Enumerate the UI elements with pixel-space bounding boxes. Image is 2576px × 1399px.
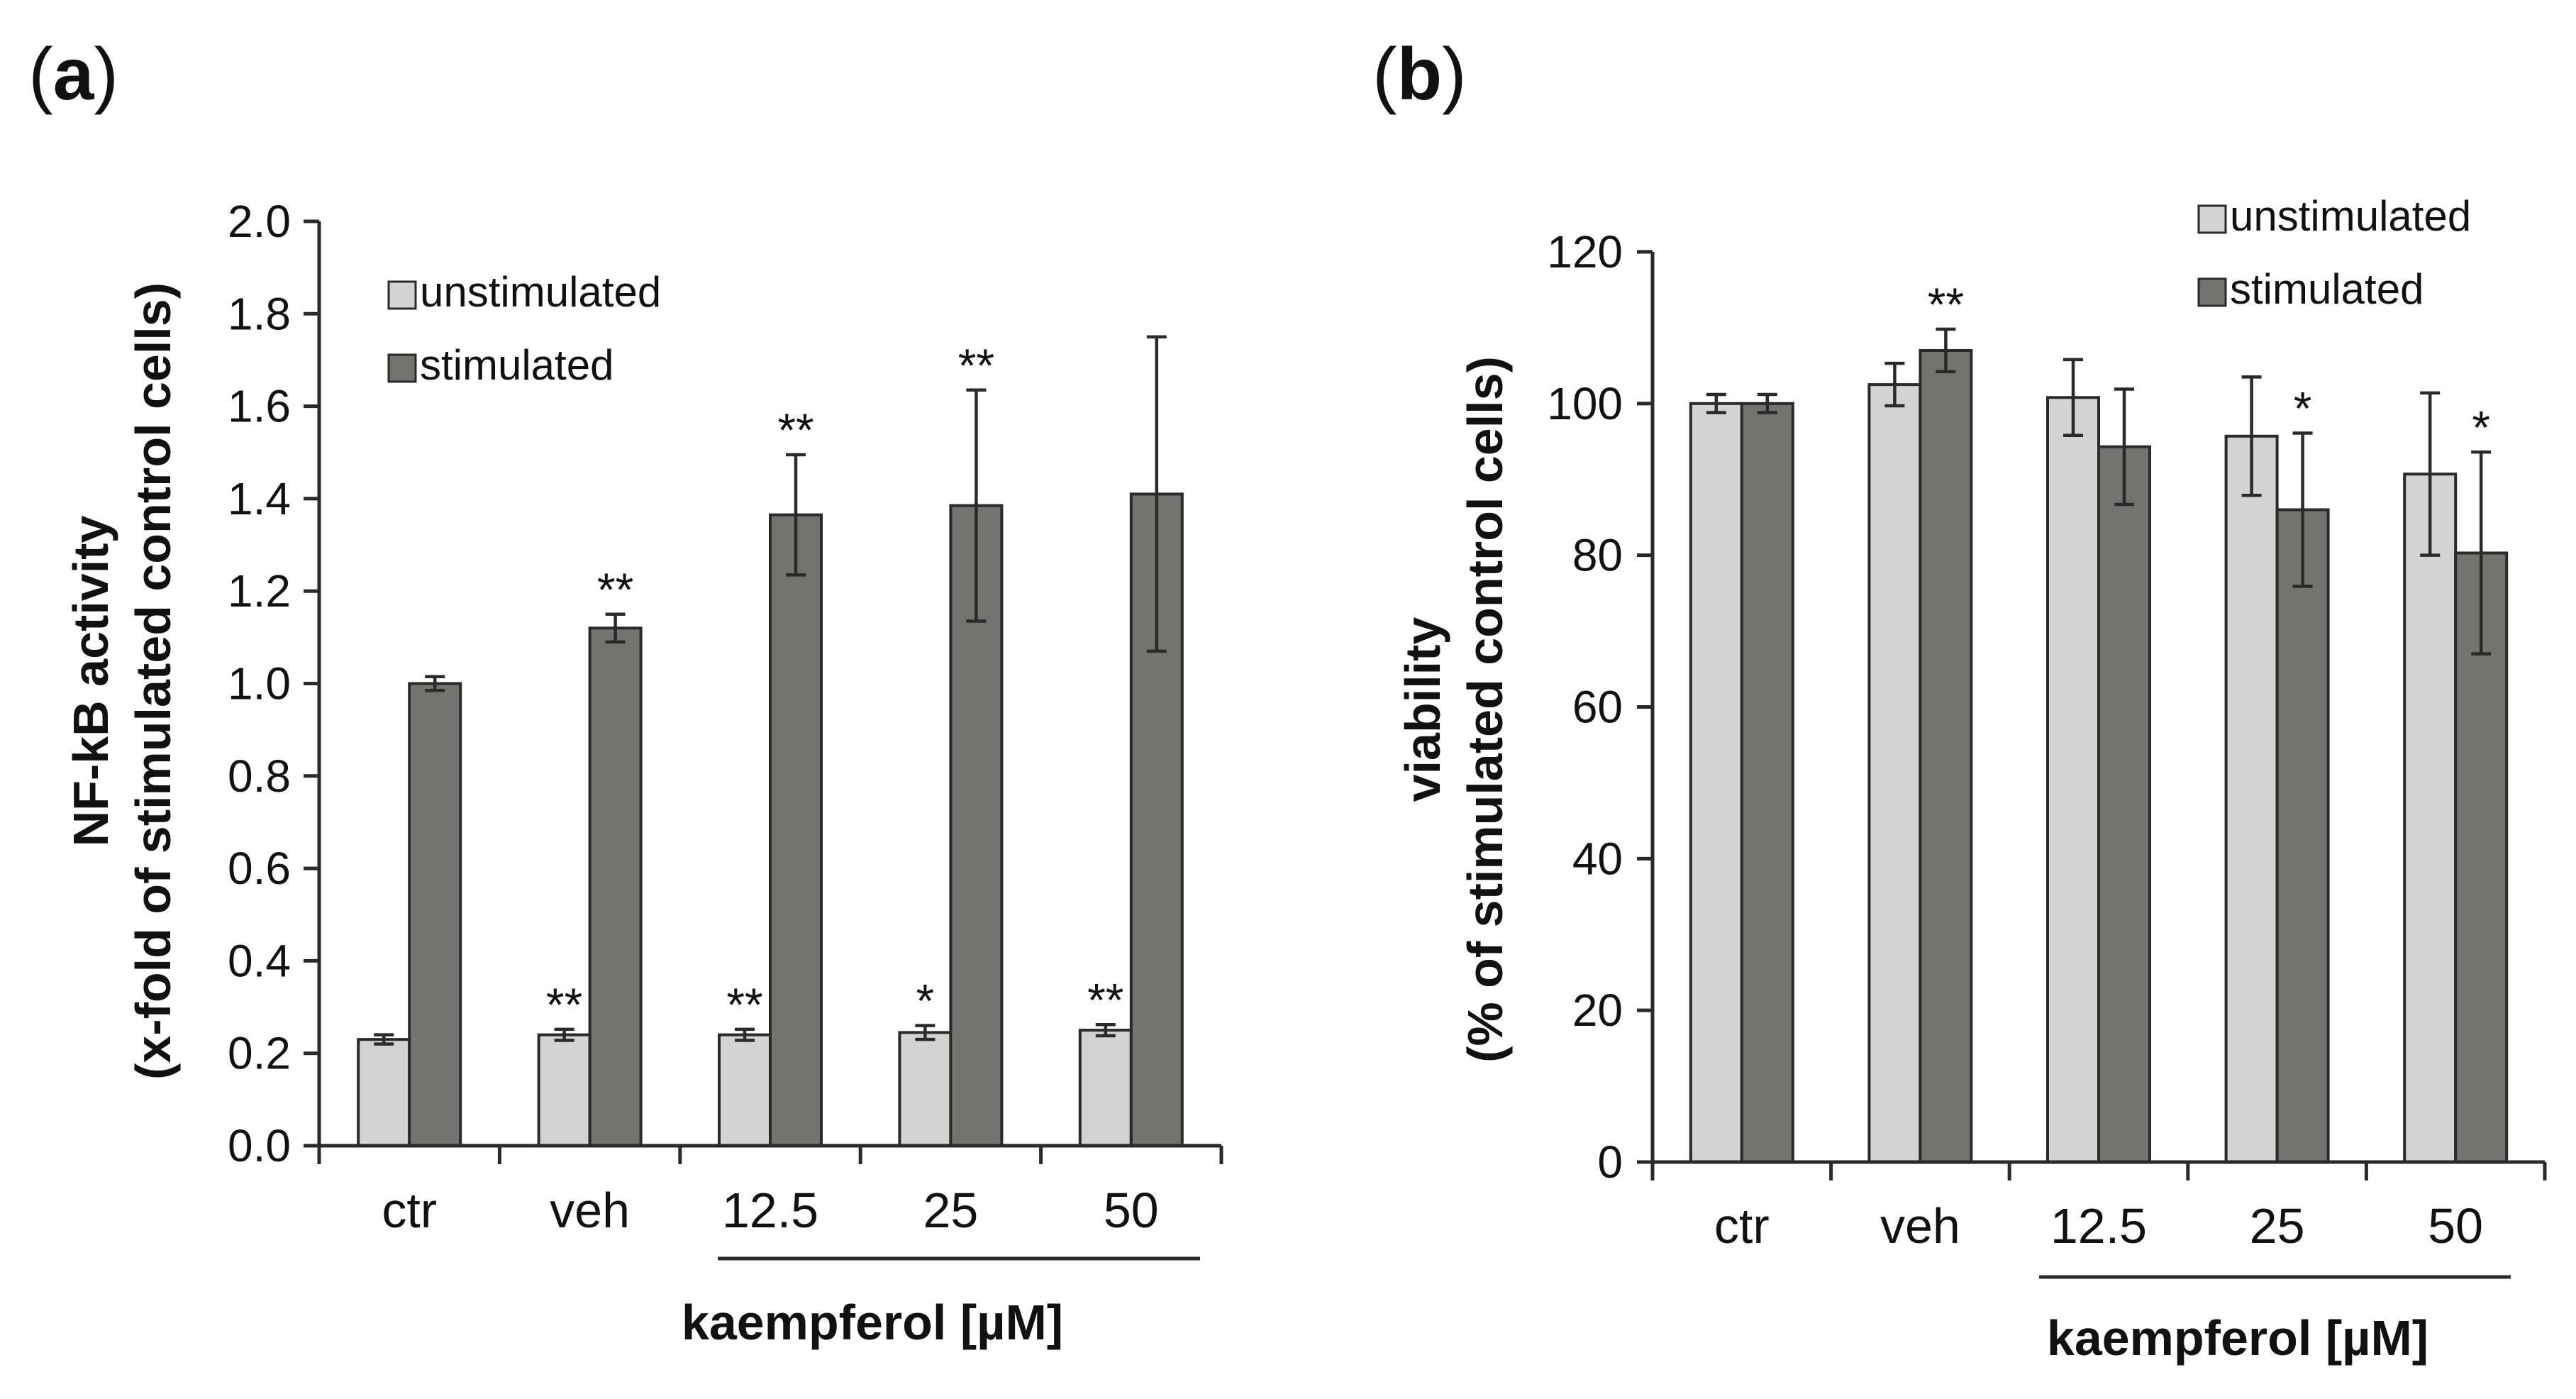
panel-b-bar-stimulated bbox=[2097, 445, 2151, 1163]
panel-b-label: (b) bbox=[1372, 33, 1467, 116]
panel-a-significance-mark: ** bbox=[1087, 973, 1123, 1026]
panel-a-legend-swatch-stimulated bbox=[387, 353, 417, 383]
panel-b-category-label: ctr bbox=[1714, 1198, 1770, 1254]
panel-b-y-axis-subtitle: (% of stimulated control cells) bbox=[1458, 356, 1513, 1063]
panel-a-y-axis-title: NF-kB activity bbox=[63, 516, 118, 847]
panel-b-significance-mark: ** bbox=[1928, 278, 1964, 331]
panel-a-x-ticks bbox=[317, 1146, 1223, 1164]
panel-a-category-label: 25 bbox=[923, 1183, 978, 1238]
panel-b-error-bars bbox=[1706, 327, 2492, 656]
panel-a-category-labels: ctr veh 12.5 25 50 bbox=[382, 1183, 1158, 1238]
panel-a-group-label: kaempferol [µM] bbox=[682, 1295, 1063, 1350]
panel-a-y-axis-subtitle: (x-fold of stimulated control cells) bbox=[126, 282, 181, 1080]
panel-b-legend-label-stimulated: stimulated bbox=[2230, 265, 2424, 313]
panel-a-significance-mark: ** bbox=[726, 978, 762, 1031]
panel-b-legend: unstimulated stimulated bbox=[2197, 192, 2471, 313]
panel-b-significance-mark: * bbox=[2294, 382, 2312, 435]
panel-a-error-bars bbox=[374, 335, 1167, 1046]
panel-a-bar-unstimulated bbox=[537, 1033, 592, 1148]
panel-b-y-ticks: 0 20 40 60 80 100 120 bbox=[1547, 226, 1653, 1188]
panel-b-y-tick-label: 120 bbox=[1547, 226, 1623, 277]
panel-b-y-axis-title: viability bbox=[1395, 617, 1450, 802]
panel-a-y-tick-label: 0.6 bbox=[228, 843, 291, 894]
panel-a-y-tick-label: 1.6 bbox=[228, 381, 291, 432]
panel-a-y-tick-label: 1.4 bbox=[228, 473, 291, 524]
panel-b-group-label: kaempferol [µM] bbox=[2047, 1310, 2428, 1366]
panel-b-bar-stimulated bbox=[1740, 402, 1794, 1163]
panel-b-bar-unstimulated bbox=[1867, 383, 1922, 1164]
panel-a-legend: unstimulated stimulated bbox=[387, 268, 661, 389]
panel-a-bar-unstimulated bbox=[1078, 1029, 1133, 1147]
panel-b-bar-unstimulated bbox=[2224, 434, 2279, 1163]
panel-a-significance-mark: ** bbox=[777, 404, 814, 456]
panel-b-y-tick-label: 60 bbox=[1572, 682, 1623, 733]
panel-b-y-tick-label: 80 bbox=[1572, 530, 1623, 581]
panel-a-bar-stimulated bbox=[588, 626, 643, 1147]
panel-a-y-tick-label: 1.8 bbox=[228, 288, 291, 339]
panel-a-bar-unstimulated bbox=[898, 1031, 953, 1147]
panel-a-bar-unstimulated bbox=[718, 1033, 772, 1148]
panel-a-bar-stimulated bbox=[769, 513, 823, 1147]
panel-a-bar-unstimulated bbox=[357, 1038, 411, 1148]
panel-b-y-tick-label: 20 bbox=[1572, 985, 1623, 1036]
panel-a-y-tick-label: 1.2 bbox=[228, 565, 291, 616]
panel-b-legend-swatch-unstimulated bbox=[2197, 204, 2227, 234]
panel-a-bar-stimulated bbox=[1129, 492, 1184, 1147]
panel-b-bar-unstimulated bbox=[2046, 396, 2100, 1163]
panel-a-y-tick-label: 0.0 bbox=[228, 1120, 291, 1171]
panel-b-y-tick-label: 100 bbox=[1547, 378, 1623, 429]
panel-a-label: (a) bbox=[28, 33, 118, 116]
panel-a-y-ticks: 0.0 0.2 0.4 0.6 0.8 1.0 1.2 1.4 1.6 1.8 2.0 bbox=[228, 196, 319, 1171]
panel-a-significance-mark: ** bbox=[597, 563, 633, 616]
panel-b-category-label: veh bbox=[1880, 1198, 1960, 1254]
panel-b-significance-mark: * bbox=[2472, 401, 2490, 453]
panel-b-bar-stimulated bbox=[1919, 348, 1973, 1163]
panel-b-x-ticks bbox=[1650, 1162, 2547, 1180]
panel-a-significance-mark: ** bbox=[958, 339, 994, 392]
panel-a-category-label: 12.5 bbox=[722, 1183, 818, 1238]
panel-b-bar-stimulated bbox=[2275, 508, 2330, 1163]
panel-a-legend-swatch-unstimulated bbox=[387, 280, 417, 310]
panel-a-y-tick-label: 0.8 bbox=[228, 751, 291, 802]
panel-b-category-label: 12.5 bbox=[2050, 1198, 2147, 1254]
panel-a-y-tick-label: 2.0 bbox=[228, 196, 291, 247]
panel-b-bar-unstimulated bbox=[1689, 402, 1743, 1163]
panel-a-chart: (a) NF-kB activity (x-fold of stimulated… bbox=[28, 33, 1223, 1350]
panel-b-bar-stimulated bbox=[2454, 551, 2509, 1163]
panel-b-legend-swatch-stimulated bbox=[2197, 277, 2227, 307]
panel-a-category-label: ctr bbox=[382, 1183, 437, 1238]
panel-b-significance-marks: *** * bbox=[1928, 278, 2490, 453]
panel-b-category-labels: ctr veh 12.5 25 50 bbox=[1714, 1198, 2483, 1254]
panel-a-y-tick-label: 0.4 bbox=[228, 935, 291, 986]
panel-a-y-tick-label: 0.2 bbox=[228, 1028, 291, 1079]
panel-a-significance-mark: * bbox=[916, 975, 935, 1027]
panel-a-legend-label-stimulated: stimulated bbox=[420, 341, 614, 389]
panel-b-chart: (b) viability (% of stimulated control c… bbox=[1372, 33, 2547, 1366]
panel-a-legend-label-unstimulated: unstimulated bbox=[420, 268, 661, 316]
panel-a-category-label: veh bbox=[550, 1183, 630, 1238]
panel-a-bars bbox=[357, 492, 1184, 1148]
panel-a-significance-mark: ** bbox=[546, 978, 582, 1031]
panel-b-y-tick-label: 0 bbox=[1597, 1137, 1623, 1188]
panel-a-category-label: 50 bbox=[1104, 1183, 1159, 1238]
panel-a-bar-stimulated bbox=[408, 682, 462, 1147]
panel-a-y-tick-label: 1.0 bbox=[228, 658, 291, 709]
panel-b-bars bbox=[1689, 348, 2509, 1164]
panel-a-significance-marks: ** ** * ******** bbox=[546, 339, 1124, 1031]
panel-b-y-tick-label: 40 bbox=[1572, 833, 1623, 884]
panel-b-bar-unstimulated bbox=[2403, 472, 2458, 1163]
panel-b-category-label: 25 bbox=[2250, 1198, 2305, 1254]
panel-b-category-label: 50 bbox=[2428, 1198, 2483, 1254]
panel-b-legend-label-unstimulated: unstimulated bbox=[2230, 192, 2471, 240]
